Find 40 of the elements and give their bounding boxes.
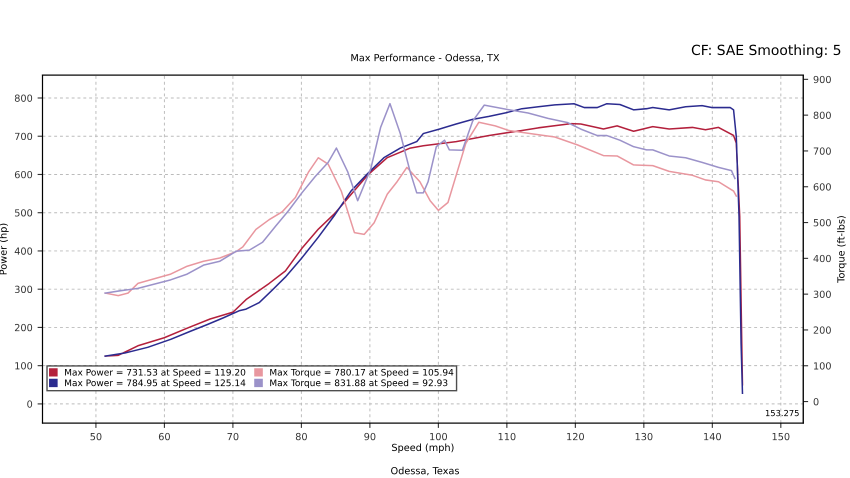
y-tick-label: 400	[14, 247, 32, 255]
x-tick-label: 50	[90, 432, 102, 440]
y-tick-label: 600	[14, 170, 32, 178]
x-tick-label: 90	[364, 432, 376, 440]
y2-tick-label: 900	[814, 76, 831, 84]
legend-label: Max Power = 784.95 at Speed = 125.14	[65, 379, 246, 388]
x-axis-title: Speed (mph)	[392, 444, 454, 453]
y-tick-label: 700	[15, 132, 32, 140]
x-tick-label: 140	[704, 432, 721, 440]
y2-tick-label: 800	[814, 112, 831, 119]
y2-tick-label: 600	[814, 183, 831, 191]
x-tick-label: 70	[228, 432, 238, 440]
annotation: 153.275	[766, 410, 799, 416]
text: CF: SAE Smoothing: 5	[692, 44, 840, 58]
y2-tick-label: 100	[814, 362, 831, 370]
y-tick-label: 100	[15, 362, 32, 370]
text: Odessa, Texas	[391, 466, 459, 476]
x-tick-label: 60	[158, 432, 170, 440]
y-tick-label: 500	[14, 209, 32, 217]
y2-tick-label: 0	[814, 398, 819, 406]
y-tick-label: 200	[14, 324, 32, 332]
x-tick-label: 130	[636, 432, 652, 440]
y2-tick-label: 500	[814, 219, 831, 226]
x-tick-label: 120	[567, 432, 584, 440]
x-tick-label: 110	[498, 432, 516, 440]
legend-label: Max Power = 731.53 at Speed = 119.20	[65, 368, 246, 378]
y2-tick-label: 400	[813, 254, 831, 262]
y2-tick-label: 300	[814, 290, 831, 298]
y-tick-label: 800	[14, 94, 32, 102]
y-tick-label: 300	[14, 286, 32, 294]
x-tick-label: 150	[772, 432, 790, 440]
y2-axis-title: Torque (ft-lbs)	[837, 216, 846, 283]
legend-label: Max Torque = 780.17 at Speed = 105.94	[270, 368, 454, 378]
y2-tick-label: 200	[814, 326, 831, 334]
x-tick-label: 100	[430, 432, 448, 440]
legend-label: Max Torque = 831.88 at Speed = 92.93	[270, 379, 448, 388]
x-tick-label: 80	[296, 432, 307, 440]
y-tick-label: 0	[27, 400, 32, 408]
y2-tick-label: 700	[814, 147, 831, 155]
chart-subtitle: Max Performance - Odessa, TX	[351, 54, 500, 62]
